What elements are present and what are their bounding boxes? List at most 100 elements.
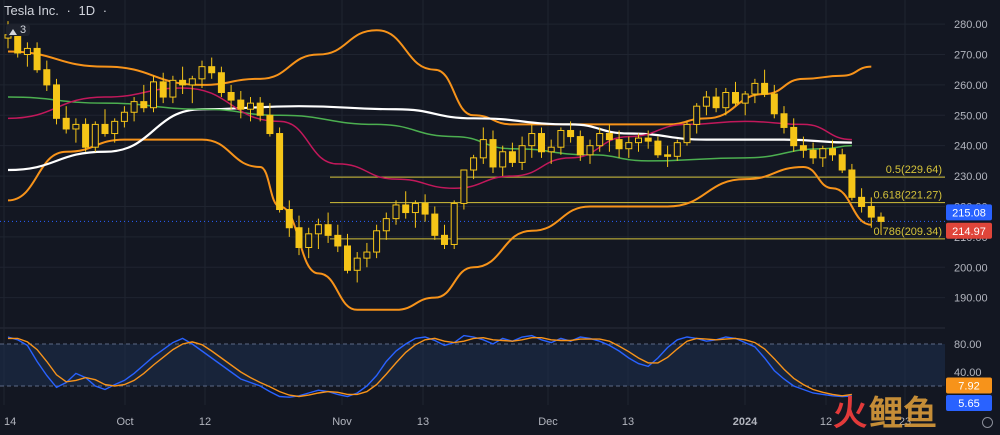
- last-price-tag-blue: 215.08: [952, 207, 986, 219]
- candle-body: [819, 148, 827, 159]
- fib-label: 0.786(209.34): [874, 226, 943, 238]
- candle: [819, 145, 827, 167]
- candle-body: [101, 123, 109, 135]
- candle: [557, 127, 565, 155]
- chart-header[interactable]: Tesla Inc. · 1D ·: [4, 3, 111, 18]
- indicators-toggle-button[interactable]: 3: [6, 24, 31, 36]
- time-tick-label: Nov: [332, 416, 352, 428]
- candle: [877, 212, 885, 234]
- candle-body: [567, 129, 575, 138]
- candle-body: [770, 93, 778, 115]
- fibonacci-levels: 0.5(229.64) 0.618(221.27) 0.786(209.34): [0, 164, 945, 240]
- price-tick-label: 250.00: [954, 110, 988, 122]
- candle-body: [392, 204, 400, 220]
- interval-label[interactable]: 1D: [78, 3, 96, 18]
- price-tick-label: 270.00: [954, 50, 988, 62]
- time-tick-label: 12: [820, 416, 832, 428]
- candle-body: [237, 99, 245, 110]
- candle: [528, 124, 536, 158]
- price-tick-label: 230.00: [954, 171, 988, 183]
- candle: [314, 218, 322, 250]
- last-price-tag-red: 214.97: [952, 226, 986, 238]
- candle-body: [799, 145, 807, 151]
- candle: [518, 136, 526, 170]
- candle: [596, 127, 604, 152]
- candle: [421, 194, 429, 222]
- candle-body: [208, 66, 216, 74]
- candle-body: [780, 113, 788, 128]
- candle: [441, 224, 448, 250]
- candle: [23, 42, 31, 67]
- candle: [858, 188, 866, 213]
- candle: [799, 136, 807, 158]
- time-tick-label: Oct: [116, 416, 133, 428]
- candle-body: [644, 137, 652, 142]
- time-axis[interactable]: 14 Oct 12 Nov 13 Dec 13 2024 12 23: [4, 416, 911, 428]
- candle-body: [256, 102, 264, 116]
- candle: [72, 118, 80, 143]
- candle: [431, 206, 439, 240]
- price-tick-label: 260.00: [954, 80, 988, 92]
- candle: [208, 57, 216, 79]
- candle: [188, 75, 196, 104]
- candle-body: [217, 72, 225, 93]
- candle-body: [877, 216, 885, 222]
- candle: [353, 252, 361, 283]
- last-price-tag-blue-bg: [946, 204, 992, 221]
- candle: [538, 127, 545, 158]
- symbol-title[interactable]: Tesla Inc.: [4, 3, 59, 18]
- candle-body: [479, 139, 487, 159]
- time-tick-label: 14: [4, 416, 16, 428]
- price-axis[interactable]: 280.00270.00260.00250.00240.00230.00220.…: [954, 19, 988, 379]
- bollinger-lower: [7, 138, 872, 311]
- candle: [53, 78, 60, 125]
- candle-body: [324, 224, 332, 236]
- candle-body: [508, 151, 516, 163]
- candle-body: [82, 123, 90, 148]
- last-price-tag-red-bg: [946, 222, 992, 239]
- candle: [586, 139, 594, 164]
- candle: [489, 130, 497, 174]
- candle-body: [91, 123, 99, 148]
- candle-body: [169, 79, 177, 98]
- candle: [780, 106, 788, 134]
- gear-icon[interactable]: [982, 417, 993, 428]
- candle: [198, 60, 206, 88]
- candle: [382, 212, 390, 240]
- candle: [101, 109, 109, 137]
- candle-body: [625, 142, 633, 150]
- candle-body: [615, 139, 623, 150]
- candle: [305, 227, 313, 259]
- candle: [91, 121, 99, 152]
- candle-body: [411, 202, 419, 214]
- candle-body: [702, 96, 710, 107]
- candle-body: [120, 111, 128, 122]
- time-tick-label: 13: [417, 416, 429, 428]
- candle: [392, 200, 400, 225]
- candle: [635, 133, 642, 152]
- candle-body: [528, 133, 536, 147]
- stoch-band: [0, 344, 945, 386]
- candle-body: [499, 151, 507, 168]
- candle-body: [295, 227, 303, 249]
- candle-body: [741, 93, 749, 104]
- candle-body: [227, 92, 235, 101]
- candle-body: [722, 92, 730, 109]
- candle: [460, 169, 468, 210]
- candle: [654, 136, 662, 158]
- candle-body: [576, 136, 584, 156]
- candle-body: [344, 245, 351, 271]
- candle: [217, 66, 225, 98]
- candle-body: [838, 154, 846, 171]
- candle: [576, 130, 584, 161]
- candle: [615, 130, 623, 158]
- candle: [266, 103, 274, 137]
- header-separator: ·: [66, 3, 71, 18]
- candles: [4, 21, 885, 283]
- candle: [567, 121, 575, 143]
- candle: [159, 72, 167, 104]
- candle: [479, 127, 487, 164]
- candle: [625, 136, 633, 158]
- candle-body: [62, 117, 70, 130]
